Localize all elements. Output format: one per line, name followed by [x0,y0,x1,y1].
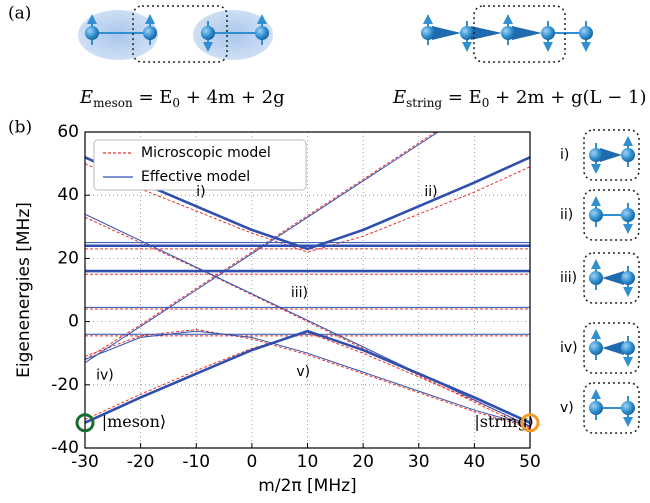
series-line [85,132,437,360]
spin [621,208,635,222]
state-marker [520,413,540,433]
formula-part: meson [93,96,133,110]
spin [143,26,157,40]
string-link [471,26,502,40]
panel-label: (b) [8,118,32,138]
series-line [85,213,530,427]
legend-box [93,139,307,191]
spin [501,26,515,40]
spin [541,26,555,40]
string-link [602,341,624,355]
formula-part: E [79,87,93,108]
spin [85,26,99,40]
y-tick-label: 40 [57,185,79,205]
string-link [602,271,624,285]
spin [621,341,635,355]
annotation: |meson⟩ [102,412,166,431]
formula-part: E [392,87,406,108]
series-line [85,329,530,424]
panel-label: (a) [8,4,31,24]
inset-label: ii) [560,207,573,223]
x-tick-label: -30 [71,452,99,472]
blob [78,10,158,60]
formula-part: = E [442,87,482,108]
x-tick-label: 0 [246,452,257,472]
spin [621,271,635,285]
plot: -30 -20 -10 0 10 20 30 40 50 -40 -20 0 20 40 60 Microsc… [14,122,541,496]
formula: Estring = E0 + 2m + g(L − 1) [392,87,647,110]
blob [193,10,273,60]
formula-part: + 4m + 2g [180,87,285,108]
x-tick-label: -20 [127,452,155,472]
x-tick-label: 10 [297,452,319,472]
x-tick-label: 20 [352,452,374,472]
series-line [85,216,530,430]
series-line [85,328,530,428]
spin [621,148,635,162]
dotted-box [583,189,640,241]
y-tick-label: 20 [57,248,79,268]
annotation: i) [196,184,205,200]
spin [255,26,269,40]
annotation: ii) [424,184,437,200]
x-tick-label: 40 [464,452,486,472]
formula-part: 0 [482,96,490,110]
annotation: iii) [291,285,308,301]
annotation: v) [296,364,310,380]
x-tick-label: -10 [182,452,210,472]
spin [460,26,474,40]
x-axis-label: m/2π [MHz] [258,476,356,496]
inset-label: iv) [560,340,578,356]
series-line [85,132,440,364]
spin [589,208,603,222]
y-tick-label: -20 [51,375,79,395]
y-tick-label: -40 [51,438,79,458]
y-tick-label: 0 [68,312,79,332]
series-line [85,332,530,427]
formula-part: = E [133,87,173,108]
inset-label: i) [560,147,569,163]
plot-frame [84,131,531,449]
spin [421,26,435,40]
formula-part: + 2m + g(L − 1) [489,87,646,108]
dotted-box [583,129,640,181]
spin [589,341,603,355]
schematics [78,5,640,434]
spin [589,401,603,415]
spin [589,148,603,162]
formula-part: string [406,96,442,110]
formula-part: 0 [172,96,180,110]
annotation: iv) [96,367,114,383]
series-line [85,330,530,427]
string-link [432,26,461,40]
dotted-box [583,382,640,434]
dotted-box [583,252,640,304]
inset-label: v) [560,400,574,416]
legend-label: Effective model [141,169,250,185]
spin [589,271,603,285]
spin [621,401,635,415]
string-link [600,148,622,162]
state-marker [75,413,95,433]
legend-label: Microscopic model [141,145,271,161]
series-line [85,163,530,253]
dotted-box [583,322,640,374]
x-tick-label: 50 [519,452,541,472]
string-link [512,26,542,40]
spin [579,26,593,40]
dotted-box [473,5,566,63]
annotation: |string⟩ [474,412,534,431]
y-tick-label: 60 [57,122,79,142]
inset-label: iii) [560,270,577,286]
y-axis-label: Eigenenergies [MHz] [14,202,34,378]
x-tick-label: 30 [408,452,430,472]
dotted-box [132,5,228,63]
spin [201,26,215,40]
formula: Emeson = E0 + 4m + 2g [79,87,285,110]
legend: Microscopic model Effective model [93,139,307,191]
